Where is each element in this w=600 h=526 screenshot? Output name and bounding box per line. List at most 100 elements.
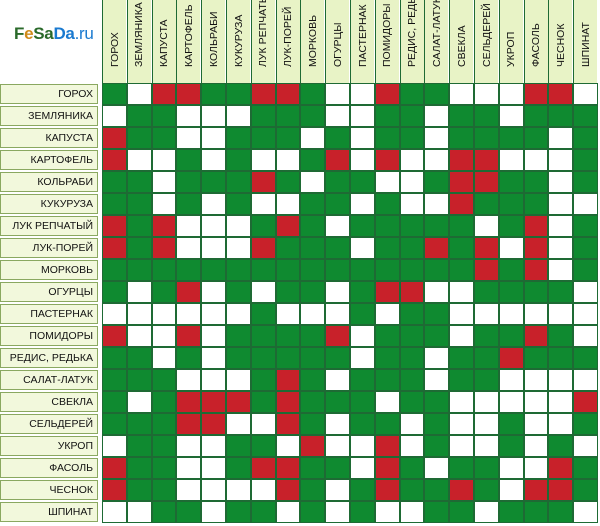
grid-cell <box>549 304 573 324</box>
grid-cell <box>400 414 424 434</box>
grid-cell <box>524 304 548 324</box>
column-header-label: КОЛЬРАБИ <box>207 11 220 67</box>
grid-cell <box>375 458 399 478</box>
grid-cell <box>326 84 349 104</box>
grid-cell <box>326 282 349 302</box>
column-header: ФАСОЛЬ <box>523 0 548 83</box>
grid-cell <box>301 480 325 500</box>
column-header-label: ЧЕСНОК <box>554 23 567 67</box>
grid-cell <box>400 216 424 236</box>
grid-cell <box>499 216 523 236</box>
grid-cell <box>227 414 250 434</box>
grid-cell <box>227 370 250 390</box>
grid-cell <box>574 128 597 148</box>
grid-cell <box>375 480 399 500</box>
grid-cell <box>375 260 399 280</box>
row-header: ПОМИДОРЫ <box>0 326 98 346</box>
grid-cell <box>351 502 374 522</box>
grid-cell <box>499 304 523 324</box>
grid-cell <box>227 150 250 170</box>
grid-cell <box>549 172 573 192</box>
grid-cell <box>202 370 225 390</box>
grid-cell <box>475 194 498 214</box>
column-header: ЗЕМЛЯНИКА <box>126 0 151 83</box>
grid-cell <box>227 84 250 104</box>
grid-cell <box>425 480 449 500</box>
grid-cell <box>524 172 548 192</box>
column-header-label: КАРТОФЕЛЬ <box>182 4 195 67</box>
grid-cell <box>549 392 573 412</box>
grid-cell <box>425 106 449 126</box>
grid-cell <box>326 326 349 346</box>
grid-cell <box>301 194 325 214</box>
grid-cell <box>574 194 597 214</box>
column-header: СВЕКЛА <box>449 0 474 83</box>
grid-cell <box>251 392 275 412</box>
grid-cell <box>251 150 275 170</box>
grid-cell <box>375 194 399 214</box>
grid-cell <box>177 128 201 148</box>
grid-cell <box>351 370 374 390</box>
grid-cell <box>450 502 473 522</box>
column-header-label: ЗЕМЛЯНИКА <box>133 2 146 67</box>
grid-cell <box>574 370 597 390</box>
grid-cell <box>202 150 225 170</box>
grid-cell <box>475 458 498 478</box>
grid-cell <box>450 458 473 478</box>
grid-cell <box>549 216 573 236</box>
row-header: САЛАТ-ЛАТУК <box>0 370 98 390</box>
grid-cell <box>524 370 548 390</box>
grid-cell <box>326 106 349 126</box>
grid-cell <box>450 326 473 346</box>
grid-cell <box>152 216 176 236</box>
grid-cell <box>301 458 325 478</box>
grid-cell <box>549 502 573 522</box>
grid-cell <box>177 260 201 280</box>
grid-cell <box>127 172 151 192</box>
grid-cell <box>251 414 275 434</box>
grid-cell <box>475 414 498 434</box>
grid-cell <box>351 282 374 302</box>
grid-cell <box>227 480 250 500</box>
grid-cell <box>524 106 548 126</box>
grid-cell <box>276 414 300 434</box>
grid-cell <box>351 458 374 478</box>
grid-cell <box>425 282 449 302</box>
grid-cell <box>425 238 449 258</box>
grid-cell <box>375 304 399 324</box>
grid-cell <box>351 216 374 236</box>
grid-cell <box>177 106 201 126</box>
grid-cell <box>251 194 275 214</box>
grid-cell <box>127 502 151 522</box>
grid-cell <box>499 150 523 170</box>
grid-cell <box>103 414 126 434</box>
grid-cell <box>177 348 201 368</box>
grid-cell <box>152 128 176 148</box>
grid-cell <box>499 392 523 412</box>
grid-cell <box>475 106 498 126</box>
column-header-label: МОРКОВЬ <box>306 15 319 67</box>
grid-cell <box>202 172 225 192</box>
grid-cell <box>326 392 349 412</box>
row-header: РЕДИС, РЕДЬКА <box>0 348 98 368</box>
grid-cell <box>177 458 201 478</box>
grid-cell <box>103 282 126 302</box>
grid-cell <box>251 436 275 456</box>
grid-cell <box>425 392 449 412</box>
grid-cell <box>326 370 349 390</box>
grid-cell <box>549 326 573 346</box>
grid-cell <box>475 150 498 170</box>
grid-cell <box>400 282 424 302</box>
grid-cell <box>375 106 399 126</box>
grid-cell <box>152 458 176 478</box>
grid-cell <box>450 128 473 148</box>
grid-cell <box>276 304 300 324</box>
grid-cell <box>351 304 374 324</box>
grid-cell <box>574 458 597 478</box>
grid-cell <box>499 414 523 434</box>
grid-cell <box>202 480 225 500</box>
grid-cell <box>425 348 449 368</box>
grid-cell <box>499 84 523 104</box>
grid-cell <box>202 348 225 368</box>
grid-cell <box>351 348 374 368</box>
